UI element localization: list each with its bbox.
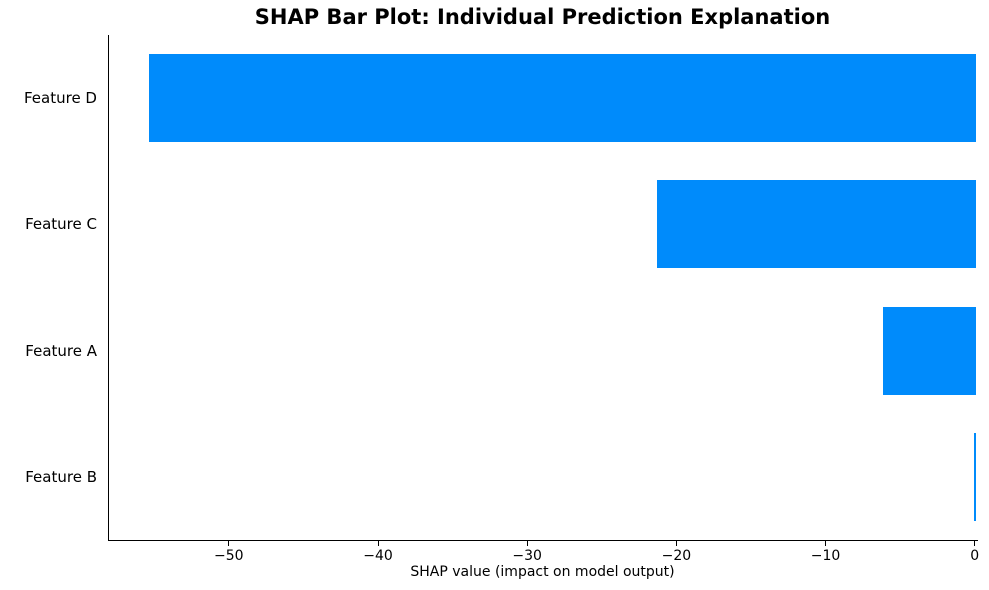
y-tick-label-feature-c: Feature C (25, 215, 97, 234)
x-tick-label: −20 (661, 548, 692, 564)
x-tick-mark (974, 541, 976, 546)
y-tick-label-feature-a: Feature A (25, 341, 97, 360)
bar-feature-d (149, 54, 976, 143)
bar-feature-a (883, 306, 976, 395)
x-tick-label: −50 (214, 548, 244, 564)
x-tick-label: −10 (810, 548, 841, 564)
y-tick-label-feature-d: Feature D (23, 89, 97, 108)
x-tick-label: 0 (970, 548, 980, 564)
x-tick-mark (825, 541, 827, 546)
plot-area (108, 35, 978, 541)
bar-feature-b (974, 432, 977, 521)
x-tick-label: −30 (512, 548, 542, 564)
x-axis-label: SHAP value (impact on model output) (410, 564, 675, 580)
bar-feature-c (656, 180, 976, 269)
chart-title: SHAP Bar Plot: Individual Prediction Exp… (254, 5, 831, 29)
x-tick-mark (675, 541, 677, 546)
x-tick-mark (228, 541, 230, 546)
y-tick-label-feature-b: Feature B (25, 467, 97, 486)
x-tick-mark (526, 541, 528, 546)
x-tick-mark (377, 541, 379, 546)
x-tick-label: −40 (363, 548, 393, 564)
